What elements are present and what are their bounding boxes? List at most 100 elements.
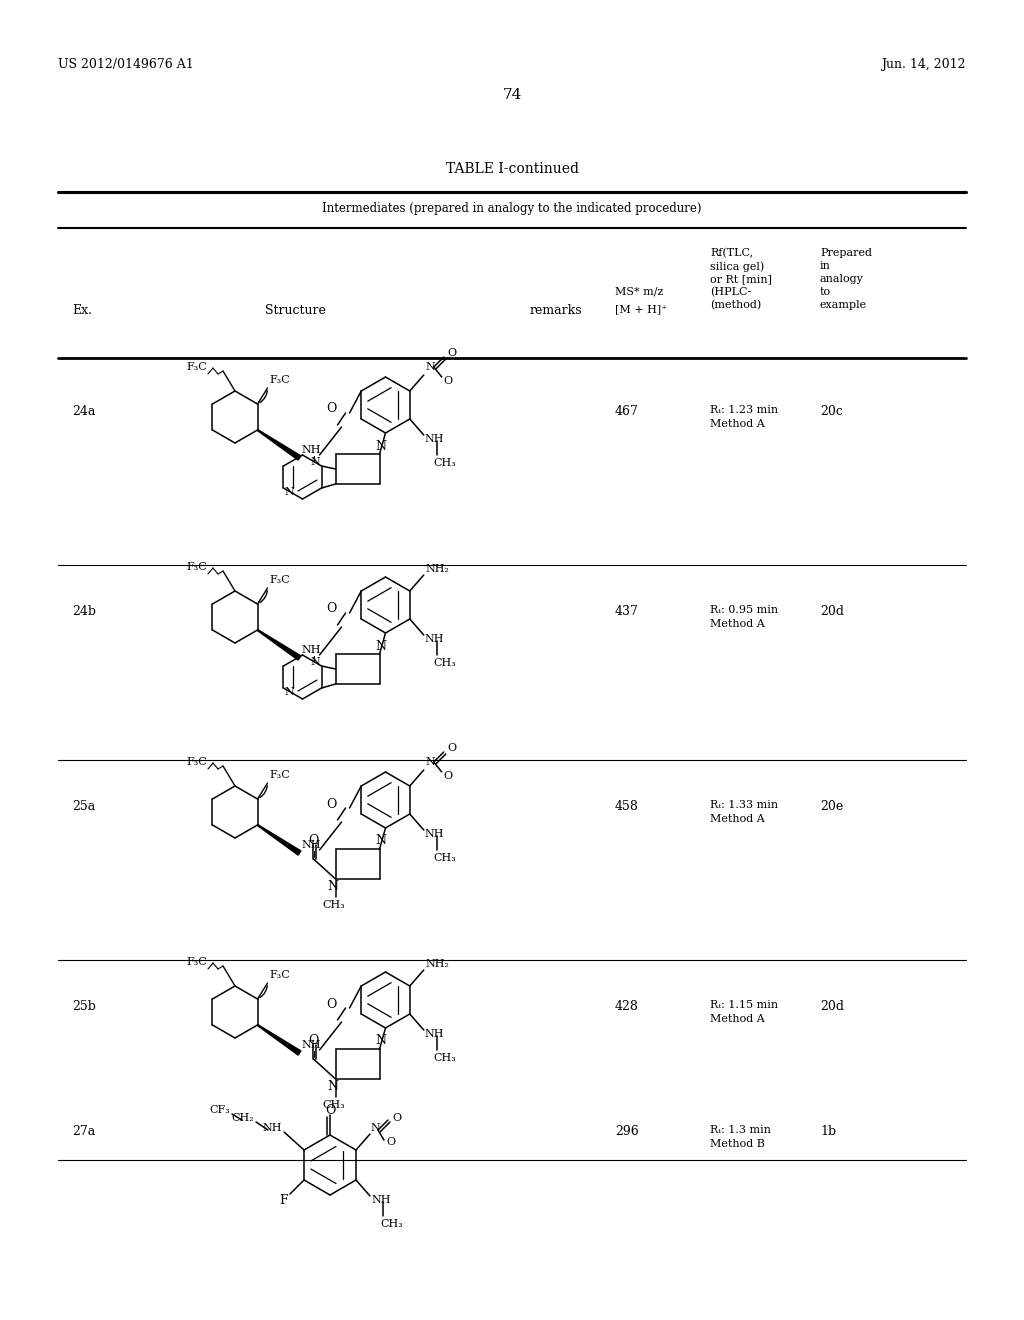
Text: F₃C: F₃C <box>186 957 207 968</box>
Text: O: O <box>392 1113 401 1123</box>
Text: 74: 74 <box>503 88 521 102</box>
Text: O: O <box>327 403 337 416</box>
Text: 20c: 20c <box>820 405 843 418</box>
Text: N: N <box>426 756 435 767</box>
Text: Method A: Method A <box>710 619 765 630</box>
Text: Prepared: Prepared <box>820 248 872 257</box>
Text: Rₜ: 1.33 min: Rₜ: 1.33 min <box>710 800 778 810</box>
Text: CH₃: CH₃ <box>323 900 345 909</box>
Text: or Rt [min]: or Rt [min] <box>710 275 772 284</box>
Text: O: O <box>308 1035 318 1048</box>
Text: Rₜ: 1.15 min: Rₜ: 1.15 min <box>710 1001 778 1010</box>
Text: N: N <box>327 880 338 894</box>
Polygon shape <box>257 825 301 855</box>
Text: remarks: remarks <box>530 304 583 317</box>
Text: N: N <box>375 440 386 453</box>
Text: MS* m/z: MS* m/z <box>615 286 664 297</box>
Text: Method A: Method A <box>710 814 765 824</box>
Text: O: O <box>447 348 457 358</box>
Text: 25a: 25a <box>72 800 95 813</box>
Text: 437: 437 <box>615 605 639 618</box>
Text: NH₂: NH₂ <box>426 960 450 969</box>
Text: N: N <box>310 457 321 466</box>
Text: in: in <box>820 261 830 271</box>
Text: Ex.: Ex. <box>72 304 92 317</box>
Text: F₃C: F₃C <box>269 970 290 979</box>
Text: F₃C: F₃C <box>186 756 207 767</box>
Text: 1b: 1b <box>820 1125 837 1138</box>
Text: NH: NH <box>425 1030 444 1039</box>
Text: Intermediates (prepared in analogy to the indicated procedure): Intermediates (prepared in analogy to th… <box>323 202 701 215</box>
Text: O: O <box>447 743 457 752</box>
Text: F₃C: F₃C <box>269 576 290 585</box>
Text: 467: 467 <box>615 405 639 418</box>
Text: F₃C: F₃C <box>269 770 290 780</box>
Text: Structure: Structure <box>264 304 326 317</box>
Text: 27a: 27a <box>72 1125 95 1138</box>
Text: O: O <box>327 797 337 810</box>
Text: N: N <box>426 362 435 372</box>
Text: CF₃: CF₃ <box>209 1105 230 1115</box>
Text: O: O <box>325 1105 335 1118</box>
Text: CH₃: CH₃ <box>434 853 457 863</box>
Text: 20e: 20e <box>820 800 843 813</box>
Text: NH: NH <box>425 829 444 840</box>
Text: Rₜ: 0.95 min: Rₜ: 0.95 min <box>710 605 778 615</box>
Text: O: O <box>308 834 318 847</box>
Text: F₃C: F₃C <box>186 362 207 372</box>
Text: NH: NH <box>301 840 321 850</box>
Text: TABLE I-continued: TABLE I-continued <box>445 162 579 176</box>
Text: F₃C: F₃C <box>186 562 207 572</box>
Text: F₃C: F₃C <box>269 375 290 385</box>
Text: Method B: Method B <box>710 1139 765 1148</box>
Text: O: O <box>443 376 453 385</box>
Text: O: O <box>327 998 337 1011</box>
Text: NH: NH <box>262 1123 282 1133</box>
Text: Jun. 14, 2012: Jun. 14, 2012 <box>882 58 966 71</box>
Text: O: O <box>386 1137 395 1147</box>
Text: CH₃: CH₃ <box>323 1100 345 1110</box>
Text: Method A: Method A <box>710 418 765 429</box>
Text: N: N <box>327 1081 338 1093</box>
Polygon shape <box>257 1024 301 1055</box>
Text: Rₜ: 1.23 min: Rₜ: 1.23 min <box>710 405 778 414</box>
Text: 20d: 20d <box>820 1001 844 1012</box>
Text: NH: NH <box>301 645 321 655</box>
Text: 20d: 20d <box>820 605 844 618</box>
Text: (method): (method) <box>710 300 761 310</box>
Text: NH₂: NH₂ <box>426 564 450 574</box>
Text: 24a: 24a <box>72 405 95 418</box>
Text: NH: NH <box>425 434 444 444</box>
Text: [M + H]⁺: [M + H]⁺ <box>615 304 667 314</box>
Text: O: O <box>443 771 453 781</box>
Text: N: N <box>375 834 386 847</box>
Text: silica gel): silica gel) <box>710 261 764 272</box>
Text: Rₜ: 1.3 min: Rₜ: 1.3 min <box>710 1125 771 1135</box>
Text: CH₂: CH₂ <box>231 1113 254 1123</box>
Polygon shape <box>257 630 301 660</box>
Text: CH₃: CH₃ <box>434 657 457 668</box>
Text: N: N <box>310 656 321 667</box>
Text: example: example <box>820 300 867 310</box>
Text: CH₃: CH₃ <box>434 1053 457 1063</box>
Text: (HPLC-: (HPLC- <box>710 286 752 297</box>
Text: analogy: analogy <box>820 275 864 284</box>
Polygon shape <box>257 429 301 461</box>
Text: 24b: 24b <box>72 605 96 618</box>
Text: 296: 296 <box>615 1125 639 1138</box>
Text: N: N <box>370 1123 380 1133</box>
Text: NH: NH <box>371 1195 390 1205</box>
Text: CH₃: CH₃ <box>380 1218 402 1229</box>
Text: 458: 458 <box>615 800 639 813</box>
Text: NH: NH <box>301 445 321 455</box>
Text: N: N <box>285 688 294 697</box>
Text: CH₃: CH₃ <box>434 458 457 469</box>
Text: Method A: Method A <box>710 1014 765 1024</box>
Text: 428: 428 <box>615 1001 639 1012</box>
Text: NH: NH <box>301 1040 321 1049</box>
Text: US 2012/0149676 A1: US 2012/0149676 A1 <box>58 58 194 71</box>
Text: NH: NH <box>425 634 444 644</box>
Text: F: F <box>280 1193 288 1206</box>
Text: N: N <box>375 639 386 652</box>
Text: Rf(TLC,: Rf(TLC, <box>710 248 753 259</box>
